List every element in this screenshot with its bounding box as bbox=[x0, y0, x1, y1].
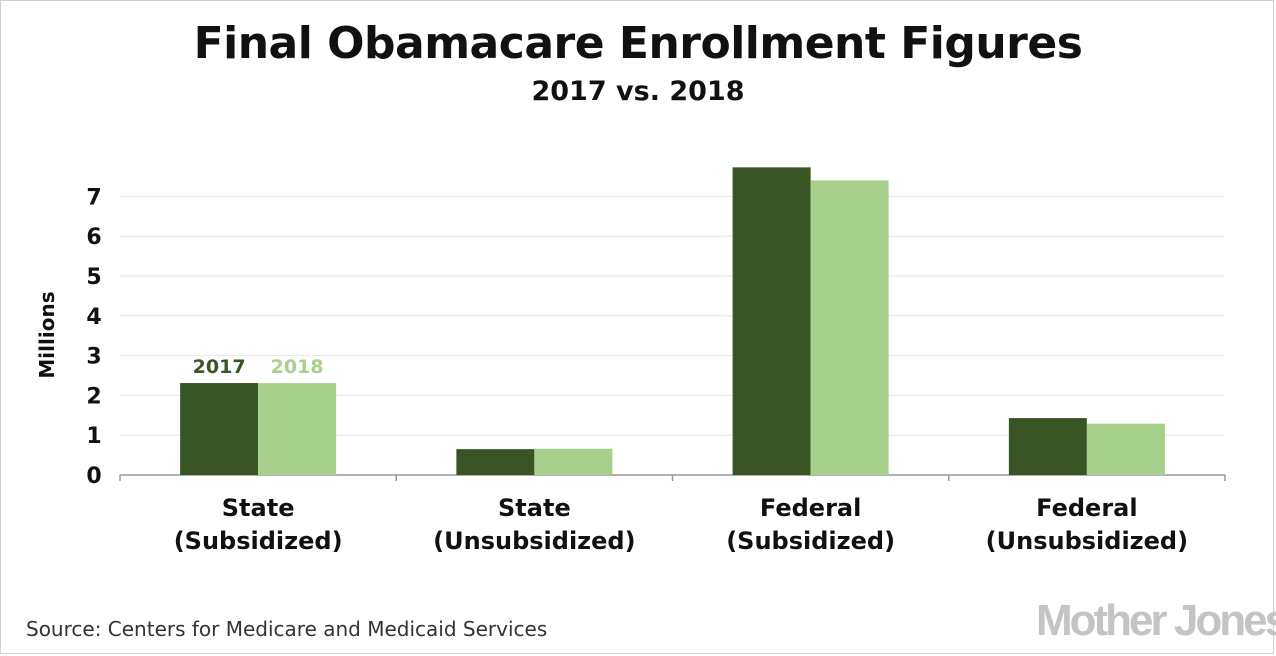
y-tick-label: 2 bbox=[86, 384, 101, 409]
bar-2017-3 bbox=[1008, 418, 1087, 475]
bar-2017-1 bbox=[456, 449, 535, 475]
y-tick-label: 5 bbox=[86, 265, 101, 290]
y-tick-label: 7 bbox=[86, 185, 101, 210]
series-label-2018: 2018 bbox=[271, 356, 324, 378]
chart-title: Final Obamacare Enrollment Figures bbox=[193, 18, 1083, 69]
x-category-label: Federal bbox=[760, 494, 861, 522]
bar-2017-2 bbox=[732, 167, 811, 475]
x-category-label: State bbox=[222, 494, 295, 522]
bar-2017-0 bbox=[180, 383, 259, 475]
y-tick-label: 1 bbox=[86, 424, 101, 449]
x-category-label: Federal bbox=[1036, 494, 1137, 522]
x-category-label: (Subsidized) bbox=[726, 527, 895, 555]
y-axis-label: Millions bbox=[35, 291, 59, 378]
publisher-logo: Mother Jones bbox=[1036, 596, 1276, 645]
y-tick-label: 6 bbox=[86, 225, 101, 250]
x-category-label: (Unsubsidized) bbox=[433, 527, 635, 555]
chart-subtitle: 2017 vs. 2018 bbox=[531, 76, 745, 107]
x-category-label: State bbox=[498, 494, 571, 522]
bar-2018-1 bbox=[534, 448, 613, 475]
bar-2018-0 bbox=[258, 383, 337, 475]
y-tick-label: 0 bbox=[86, 464, 101, 489]
y-tick-label: 3 bbox=[86, 345, 101, 370]
x-category-label: (Unsubsidized) bbox=[986, 527, 1188, 555]
bar-2018-2 bbox=[810, 180, 889, 476]
bar-2018-3 bbox=[1086, 423, 1165, 475]
x-category-label: (Subsidized) bbox=[174, 527, 343, 555]
series-label-2017: 2017 bbox=[193, 356, 246, 378]
y-tick-label: 4 bbox=[86, 305, 101, 330]
source-note: Source: Centers for Medicare and Medicai… bbox=[26, 617, 548, 641]
